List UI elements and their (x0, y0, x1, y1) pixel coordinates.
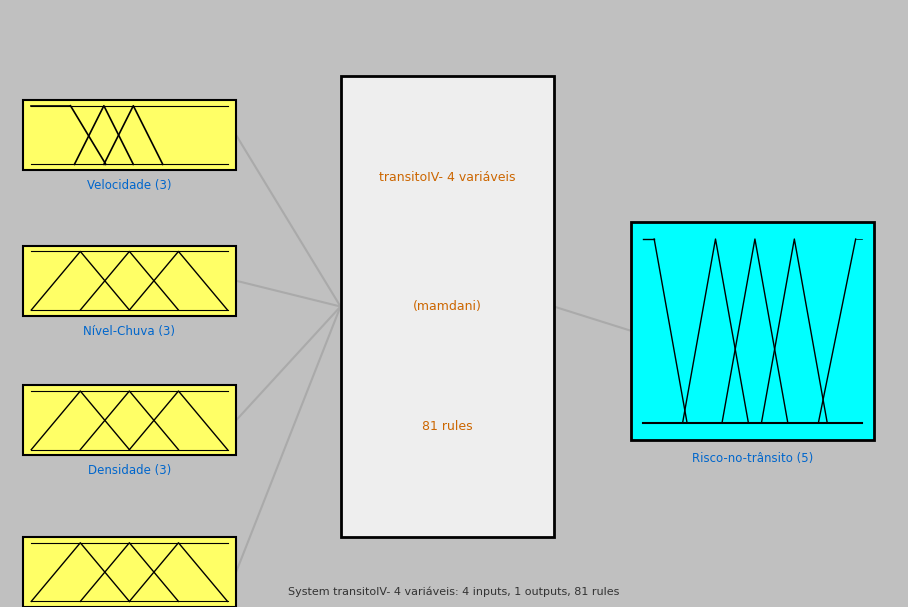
Text: (mamdani): (mamdani) (413, 300, 481, 313)
Text: 81 rules: 81 rules (422, 420, 472, 433)
Text: System transitoIV- 4 variáveis: 4 inputs, 1 outputs, 81 rules: System transitoIV- 4 variáveis: 4 inputs… (289, 586, 619, 597)
Bar (23, 100, 236, 170)
Text: transitoIV- 4 variáveis: transitoIV- 4 variáveis (379, 171, 516, 184)
Bar (631, 222, 874, 440)
Text: Nível-Chuva (3): Nível-Chuva (3) (84, 325, 175, 337)
Text: Velocidade (3): Velocidade (3) (87, 179, 172, 192)
Text: Densidade (3): Densidade (3) (88, 464, 171, 477)
Bar (23, 537, 236, 607)
Bar (340, 76, 554, 537)
Bar (23, 246, 236, 316)
Text: Risco-no-trânsito (5): Risco-no-trânsito (5) (692, 452, 814, 465)
Bar (23, 385, 236, 455)
